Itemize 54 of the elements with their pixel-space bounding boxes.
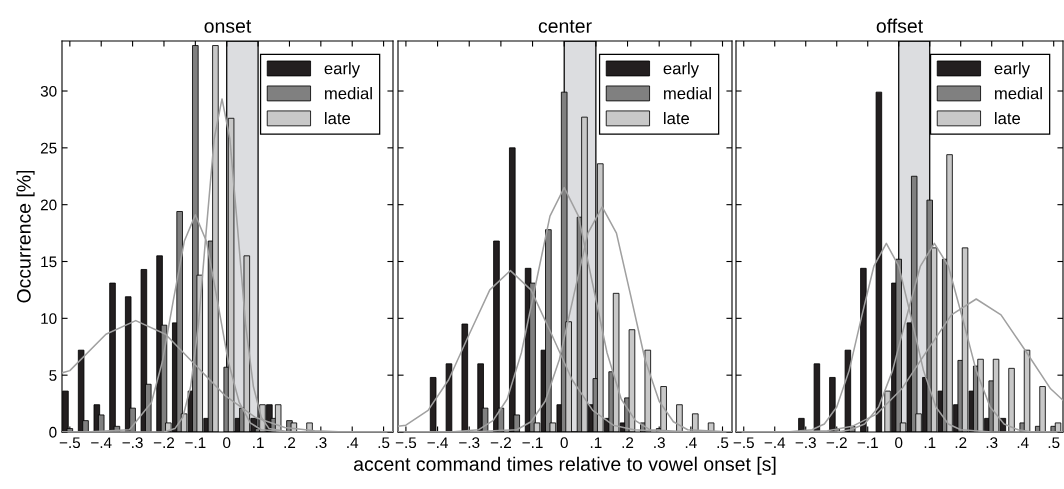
x-tick-label: −.5 <box>395 437 417 449</box>
x-tick-label: .5 <box>717 437 729 449</box>
x-tick-label: −.2 <box>153 437 175 448</box>
y-tick-label: 0 <box>49 426 57 438</box>
x-tick-label: −.5 <box>733 437 754 449</box>
x-tick-label: −.3 <box>122 437 143 449</box>
x-tick-label: .4 <box>1017 437 1029 448</box>
x-tick-label: .3 <box>654 437 665 449</box>
x-tick-label: −.4 <box>427 437 448 448</box>
x-tick-label: −.3 <box>459 437 480 449</box>
legend-label: medial <box>325 87 372 100</box>
x-tick-label: −.1 <box>185 437 206 448</box>
x-tick-label: −.3 <box>795 437 816 449</box>
x-tick-label: −.5 <box>59 437 81 449</box>
legend-label: early <box>994 62 1030 78</box>
x-tick-label: 0 <box>223 437 231 449</box>
x-tick-label: .3 <box>986 437 998 449</box>
x-tick-label: .2 <box>284 437 296 448</box>
x-tick-label: −.4 <box>91 437 112 448</box>
legend-label: late <box>664 112 690 125</box>
x-tick-label: 0 <box>560 437 568 449</box>
x-tick-label: .1 <box>253 437 264 448</box>
y-tick-label: 20 <box>40 199 57 211</box>
x-tick-label: .1 <box>924 437 936 448</box>
chart-title: offset <box>876 18 923 33</box>
legend-label: early <box>324 62 360 78</box>
y-tick-label: 5 <box>49 370 57 381</box>
x-axis-title: accent command times relative to vowel onset [s] <box>354 456 776 475</box>
x-tick-label: .2 <box>622 437 634 448</box>
x-tick-label: .3 <box>315 437 327 449</box>
x-tick-label: .2 <box>955 437 967 448</box>
x-tick-label: −.2 <box>826 437 847 448</box>
x-tick-label: 0 <box>895 437 903 449</box>
x-tick-label: .5 <box>378 437 390 449</box>
legend-label: medial <box>995 87 1042 100</box>
y-axis-title: Occurrence [%] <box>16 170 35 303</box>
y-tick-label: 15 <box>41 256 57 268</box>
x-tick-label: .5 <box>1048 437 1060 449</box>
x-tick-label: −.2 <box>490 437 511 448</box>
chart-title: center <box>538 20 592 33</box>
x-tick-label: −.4 <box>764 437 786 448</box>
x-tick-label: −.1 <box>857 437 878 448</box>
x-tick-label: .1 <box>590 437 602 448</box>
x-tick-label: .4 <box>685 437 697 448</box>
legend-label: medial <box>664 87 711 100</box>
x-tick-label: .4 <box>347 437 359 448</box>
y-tick-label: 10 <box>41 313 57 325</box>
x-tick-label: −.1 <box>522 437 543 448</box>
chart-title: onset <box>204 20 252 33</box>
legend-label: late <box>995 112 1021 125</box>
legend-label: late <box>325 112 351 125</box>
y-tick-label: 30 <box>40 85 57 97</box>
legend-label: early <box>663 62 699 78</box>
y-tick-label: 25 <box>40 142 57 154</box>
